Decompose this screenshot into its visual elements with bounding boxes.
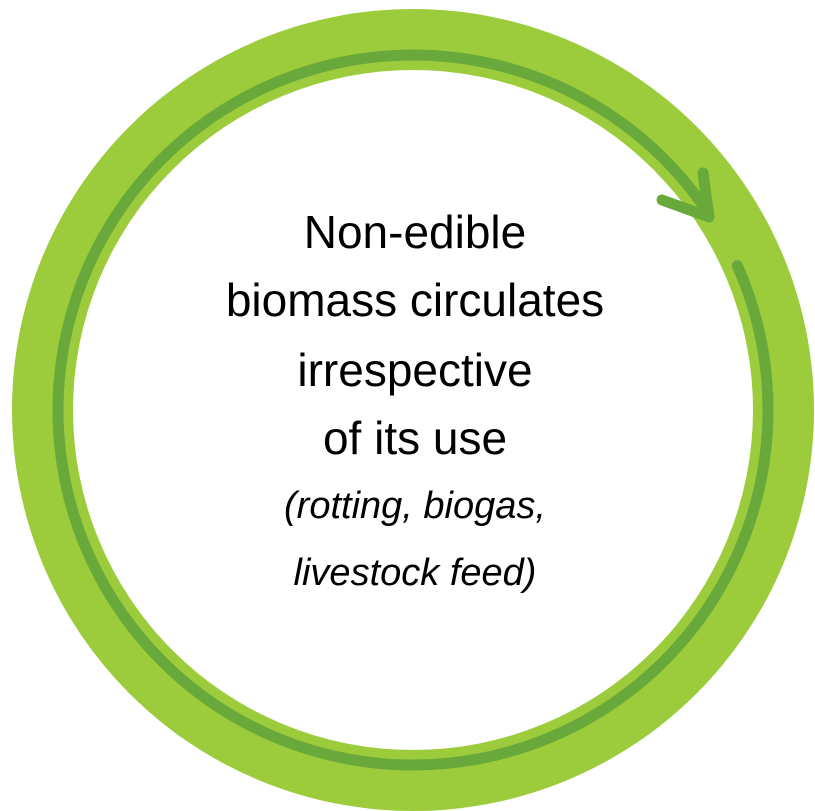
cycle-arrow bbox=[52, 49, 774, 771]
main-text: of its use bbox=[323, 412, 507, 464]
main-text: biomass circulates bbox=[226, 274, 604, 326]
note-text: (rotting, biogas, bbox=[284, 485, 546, 527]
note-text: livestock feed) bbox=[294, 552, 537, 594]
text-group: Non-edible biomass circulates irrespective… bbox=[226, 206, 604, 594]
main-text: irrespective bbox=[297, 344, 532, 396]
main-text: Non-edible bbox=[304, 206, 526, 258]
arrow-head bbox=[656, 167, 715, 223]
inner-circle bbox=[73, 70, 753, 750]
